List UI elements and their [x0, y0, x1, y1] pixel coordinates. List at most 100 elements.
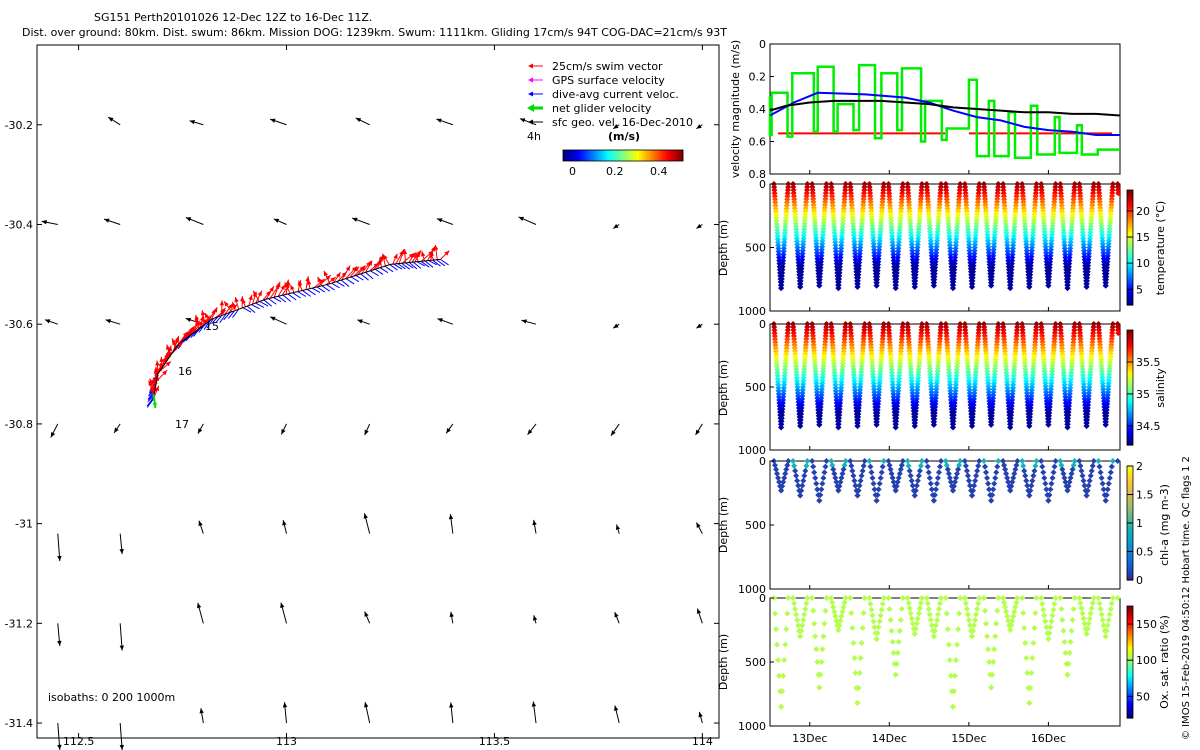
scatter-point: [776, 479, 783, 486]
scatter-point: [1029, 477, 1036, 484]
colorbar-swatch: [581, 150, 584, 161]
oxygen-cbar-frame: [1126, 605, 1134, 719]
scatter-point: [892, 285, 899, 292]
scatter-point: [971, 622, 978, 629]
scatter-point: [918, 458, 925, 464]
scatter-point: [985, 646, 992, 653]
scatter-point: [1022, 639, 1029, 646]
scatter-point: [837, 479, 844, 486]
scatter-point: [803, 600, 810, 607]
oxygen-cbar-swatch: [1127, 706, 1133, 710]
scatter-point: [877, 475, 884, 482]
chla-cbar-swatch: [1127, 559, 1133, 563]
scatter-point: [1107, 469, 1114, 476]
swim-vector-head: [148, 380, 153, 387]
scatter-point: [911, 423, 918, 430]
scatter-point: [1047, 624, 1054, 631]
scatter-point: [775, 474, 782, 481]
scatter-point: [812, 475, 819, 482]
scatter-point: [1060, 627, 1067, 634]
salinity-cbar-swatch: [1127, 330, 1133, 333]
oxygen-cbar-swatch: [1127, 675, 1133, 679]
oxygen-panel: 0 500 1000 13Dec 14Dec 15Dec 16Dec Depth (m) 5…: [717, 592, 1171, 745]
scatter-point: [852, 669, 859, 676]
current-vector: [420, 260, 430, 268]
series-dive-avg-current: [769, 91, 1120, 136]
scatter-point: [781, 474, 788, 481]
oxygen-cbar-swatch: [1127, 632, 1133, 636]
current-vector: [282, 294, 292, 302]
colorbar-tick-0.2: 0.2: [606, 165, 624, 178]
scatter-point: [783, 466, 790, 473]
scatter-point: [994, 463, 1001, 470]
velocity-ytick-label: 0.6: [749, 136, 767, 149]
salinity-cbar-swatch: [1127, 359, 1133, 363]
salinity-cbar-swatch: [1127, 373, 1133, 377]
scatter-point: [1004, 474, 1011, 481]
temperature-cbar-swatch: [1127, 206, 1133, 209]
scatter-point: [875, 486, 882, 493]
scatter-point: [943, 610, 950, 617]
scatter-point: [1029, 654, 1036, 661]
scatter-point: [1059, 616, 1066, 623]
temperature-cbar-tick-label: 15: [1136, 231, 1150, 244]
salinity-cbar-tick-label: 35.5: [1136, 356, 1161, 369]
scatter-point: [1046, 492, 1053, 499]
scatter-point: [1000, 595, 1007, 601]
temperature-cbar-tick-label: 5: [1136, 283, 1143, 296]
current-vector: [345, 278, 355, 285]
scatter-point: [973, 472, 980, 479]
scatter-point: [892, 487, 899, 494]
geo-vector-head: [197, 428, 203, 434]
scatter-point: [839, 608, 846, 615]
oxygen-cbar-swatch: [1127, 639, 1133, 643]
salinity-cbar-swatch: [1127, 371, 1133, 375]
scatter-point: [972, 616, 979, 623]
swim-vector-head: [341, 271, 347, 277]
scatter-point: [1080, 477, 1087, 484]
scatter-point: [833, 479, 840, 486]
temperature-scatter: [770, 181, 1122, 292]
scatter-point: [802, 605, 809, 612]
current-vector: [428, 260, 437, 266]
swim-vector-head: [165, 361, 171, 367]
salinity-cbar-tick-label: 35: [1136, 388, 1150, 401]
oxygen-cbar-tick-label: 50: [1136, 690, 1150, 703]
current-vector: [211, 316, 219, 325]
geo-vector-head: [364, 429, 369, 436]
map-frame: [36, 44, 720, 739]
chla-scatter: [770, 458, 1121, 504]
day-label-15: 15: [205, 320, 219, 333]
swim-vector-head: [220, 310, 226, 315]
colorbar-swatch: [567, 150, 570, 161]
scatter-point: [776, 672, 783, 679]
scatter-point: [947, 479, 954, 486]
scatter-point: [974, 605, 981, 612]
swim-vector-head: [162, 356, 167, 363]
colorbar-swatch: [571, 150, 574, 161]
scatter-point: [970, 627, 977, 634]
scatter-point: [1103, 492, 1110, 499]
scatter-point: [850, 472, 857, 479]
scatter-point: [967, 622, 973, 629]
salinity-cbar-swatch: [1127, 343, 1133, 347]
salinity-cbar-swatch: [1127, 399, 1133, 402]
colorbar-swatch: [589, 150, 592, 161]
oxygen-cbar-swatch: [1127, 630, 1133, 634]
geo-vector-head: [114, 427, 119, 433]
legend-item-swim: 25cm/s swim vector: [528, 60, 663, 73]
scatter-point: [1115, 190, 1122, 197]
oxygen-cbar-swatch: [1127, 711, 1133, 715]
geo-vector-head: [448, 514, 454, 520]
current-vector: [424, 260, 434, 268]
scatter-point: [1102, 497, 1109, 504]
scatter-point: [932, 622, 939, 629]
scatter-point: [836, 622, 843, 629]
current-vector: [251, 304, 260, 310]
scatter-point: [1003, 470, 1010, 477]
colorbar-swatch: [599, 150, 602, 161]
colorbar-swatch: [649, 150, 652, 161]
oxygen-cbar-swatch: [1127, 670, 1133, 674]
scatter-point: [778, 285, 785, 292]
oxygen-cbar-swatch: [1127, 704, 1133, 708]
